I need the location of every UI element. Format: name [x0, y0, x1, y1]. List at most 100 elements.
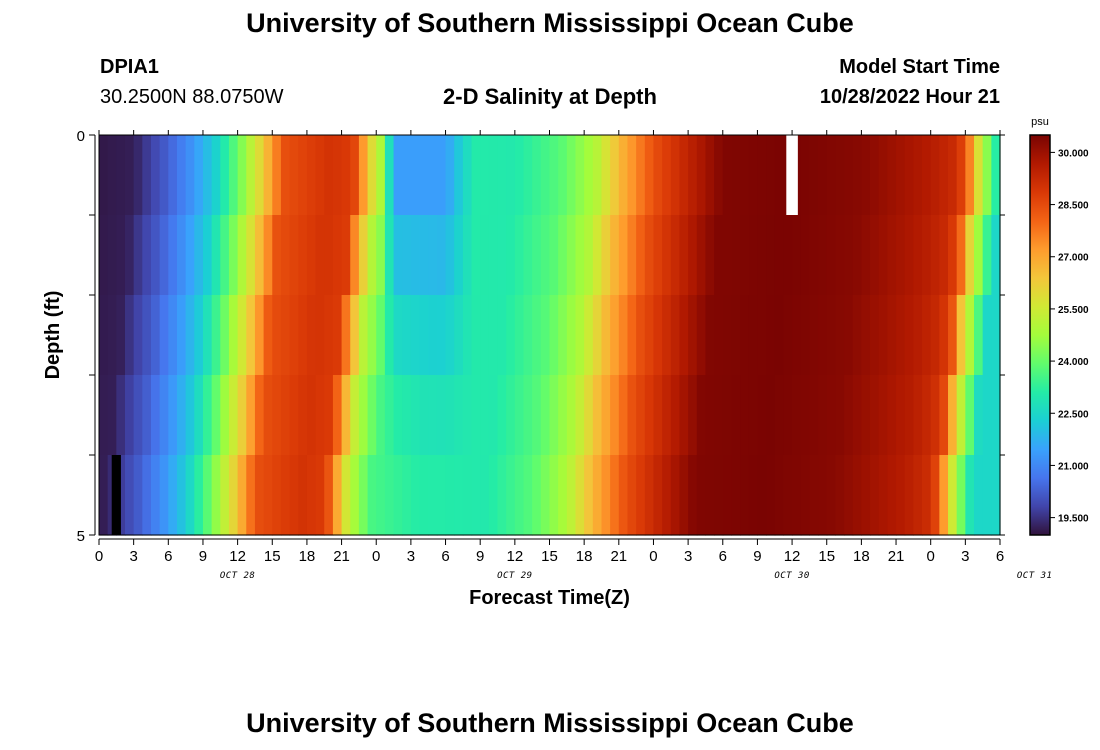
heatmap-cell — [228, 215, 239, 296]
heatmap-cell — [298, 215, 308, 296]
heatmap-cell — [844, 375, 854, 456]
heatmap-cell — [592, 215, 603, 296]
heatmap-cell — [974, 375, 984, 456]
heatmap-cell — [965, 375, 975, 456]
heatmap-cell — [965, 455, 975, 536]
heatmap-cell — [237, 295, 247, 376]
heatmap-cell — [488, 135, 499, 216]
heatmap-cell — [142, 135, 152, 216]
x-tick-label: 12 — [784, 548, 801, 565]
heatmap-cell — [462, 455, 473, 536]
heatmap-cell — [584, 215, 594, 296]
colorbar-ticks: 19.500 21.000 22.500 24.000 25.500 27.000 28.5… — [1050, 148, 1089, 525]
heatmap-cell — [393, 455, 403, 536]
heatmap-cell — [636, 455, 646, 536]
heatmap-cell — [558, 375, 568, 456]
heatmap-cell — [185, 135, 195, 216]
heatmap-cell — [150, 135, 161, 216]
date-label: OCT 30 — [774, 571, 810, 581]
heatmap-cell — [896, 295, 906, 376]
heatmap-cell — [887, 455, 897, 536]
heatmap-cell — [783, 215, 793, 296]
heatmap-cell — [575, 455, 585, 536]
heatmap-cell — [800, 375, 810, 456]
heatmap-cell — [142, 375, 152, 456]
heatmap-cell — [436, 295, 447, 376]
heatmap-cell — [506, 215, 516, 296]
heatmap-cell — [168, 455, 178, 536]
heatmap-cell — [289, 215, 299, 296]
heatmap-cell — [965, 215, 975, 296]
heatmap-cell — [948, 455, 958, 536]
heatmap-cell — [627, 135, 637, 216]
date-label: OCT 31 — [1017, 571, 1053, 581]
heatmap-cell — [324, 455, 334, 536]
heatmap-cell — [904, 375, 914, 456]
x-tick-label: 6 — [996, 548, 1004, 565]
heatmap-cell — [497, 215, 507, 296]
heatmap-cell — [358, 215, 369, 296]
heatmap-cell — [133, 215, 143, 296]
heatmap-cell — [636, 375, 646, 456]
heatmap-cell — [783, 375, 793, 456]
heatmap-cell — [549, 215, 559, 296]
heatmap-cell — [601, 215, 611, 296]
heatmap-cell — [774, 455, 785, 536]
x-tick-label: 12 — [507, 548, 524, 565]
heatmap-cell — [956, 135, 966, 216]
heatmap-cell — [783, 295, 793, 376]
heatmap-cell — [471, 295, 481, 376]
heatmap-cell — [540, 135, 551, 216]
heatmap-cell — [930, 375, 940, 456]
heatmap-cell — [688, 455, 698, 536]
heatmap-cell — [662, 215, 672, 296]
heatmap-cell — [982, 215, 992, 296]
heatmap-cell — [904, 135, 914, 216]
footer-title: University of Southern Mississippi Ocean… — [246, 708, 854, 738]
heatmap-cell — [497, 375, 507, 456]
heatmap-cell — [974, 135, 984, 216]
heatmap-cell — [662, 455, 672, 536]
heatmap-cell — [514, 135, 525, 216]
x-tick-label: 3 — [129, 548, 137, 565]
heatmap-cell — [566, 455, 577, 536]
heatmap-cell — [870, 295, 880, 376]
heatmap-cell — [306, 455, 317, 536]
heatmap-cell — [393, 375, 403, 456]
heatmap-cell — [523, 215, 533, 296]
heatmap-cell — [480, 375, 490, 456]
heatmap-cell — [384, 455, 395, 536]
heatmap-cell — [454, 455, 464, 536]
heatmap-cell — [653, 135, 663, 216]
heatmap-cell — [280, 455, 291, 536]
heatmap-cell — [246, 295, 256, 376]
heatmap-cell — [471, 135, 481, 216]
heatmap-cell — [272, 135, 282, 216]
heatmap-cell — [636, 215, 646, 296]
heatmap-cell — [982, 295, 992, 376]
heatmap-cell — [220, 375, 230, 456]
x-tick-label: 3 — [407, 548, 415, 565]
heatmap-cell — [393, 135, 403, 216]
heatmap-cell — [939, 135, 949, 216]
heatmap-cell — [844, 135, 854, 216]
heatmap-cell — [878, 375, 888, 456]
heatmap-cell — [280, 295, 291, 376]
heatmap-cell — [714, 215, 724, 296]
heatmap-cell — [289, 295, 299, 376]
heatmap-cell — [168, 215, 178, 296]
heatmap-cell — [991, 215, 1001, 296]
heatmap-cell — [870, 455, 880, 536]
main-title: University of Southern Mississippi Ocean… — [246, 8, 854, 38]
heatmap-cell — [428, 295, 438, 376]
heatmap-cell — [194, 215, 204, 296]
heatmap-cell — [627, 295, 637, 376]
heatmap-cell — [592, 135, 603, 216]
heatmap-cell — [237, 135, 247, 216]
heatmap-cell — [870, 375, 880, 456]
heatmap-cell — [740, 375, 750, 456]
heatmap-cell — [722, 375, 733, 456]
heatmap-cell — [107, 135, 117, 216]
heatmap-cell — [705, 295, 715, 376]
heatmap-cell — [558, 135, 568, 216]
